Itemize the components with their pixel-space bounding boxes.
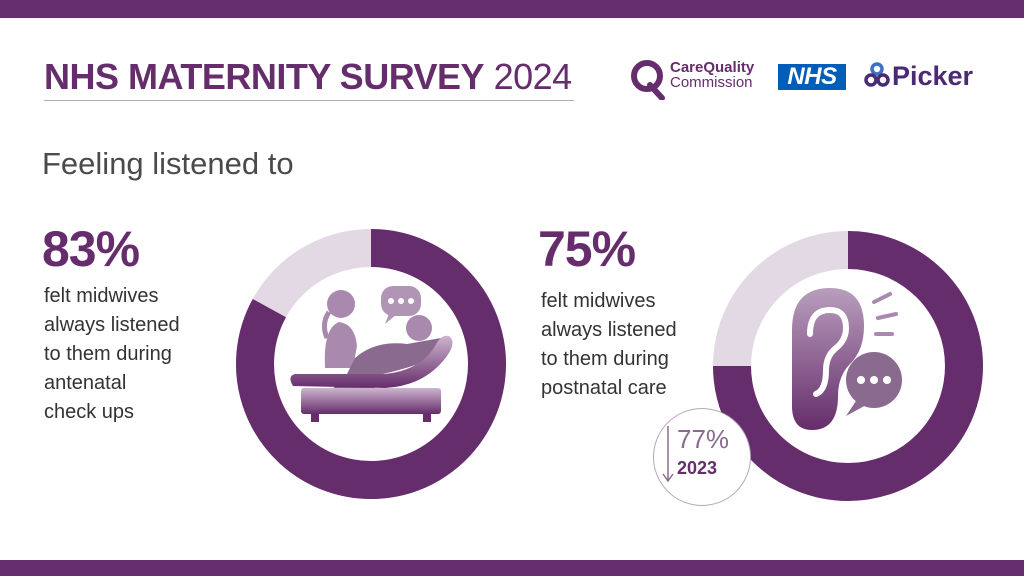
picker-mark-icon: [864, 62, 890, 87]
picker-wordmark: Picker: [892, 61, 974, 91]
antenatal-donut: [236, 229, 506, 499]
cqc-line2: Commission: [670, 74, 753, 91]
postnatal-percent: 75%: [538, 221, 636, 277]
ear-icon: [792, 288, 902, 430]
title-main: NHS MATERNITY SURVEY: [44, 56, 485, 97]
midwife-patient-icon: [290, 286, 453, 422]
picker-logo: Picker: [864, 60, 989, 94]
antenatal-description: felt midwives always listened to them du…: [44, 285, 180, 423]
comparison-badge: [653, 408, 751, 506]
cqc-mark-icon: [631, 60, 665, 101]
title-year: 2024: [493, 56, 573, 97]
antenatal-donut-value-arc: [236, 229, 506, 499]
postnatal-donut-value-arc: [713, 231, 983, 501]
cqc-wordmark: CareQuality Commission: [670, 60, 754, 90]
postnatal-description: felt midwives always listened to them du…: [541, 290, 677, 399]
cqc-logo: CareQuality Commission: [630, 58, 760, 101]
cqc-line1: CareQuality: [670, 59, 755, 76]
bottom-band: [0, 560, 1024, 576]
top-band: [0, 0, 1024, 18]
page-title: NHS MATERNITY SURVEY 2024: [44, 56, 572, 98]
nhs-logo: NHS: [778, 64, 846, 90]
comparison-percent: 77%: [677, 424, 730, 454]
down-arrow-icon: [662, 426, 674, 483]
section-subtitle: Feeling listened to: [42, 146, 294, 181]
postnatal-donut: [713, 231, 983, 501]
comparison-year: 2023: [677, 458, 718, 478]
title-divider: [44, 100, 574, 101]
antenatal-percent: 83%: [42, 221, 140, 277]
